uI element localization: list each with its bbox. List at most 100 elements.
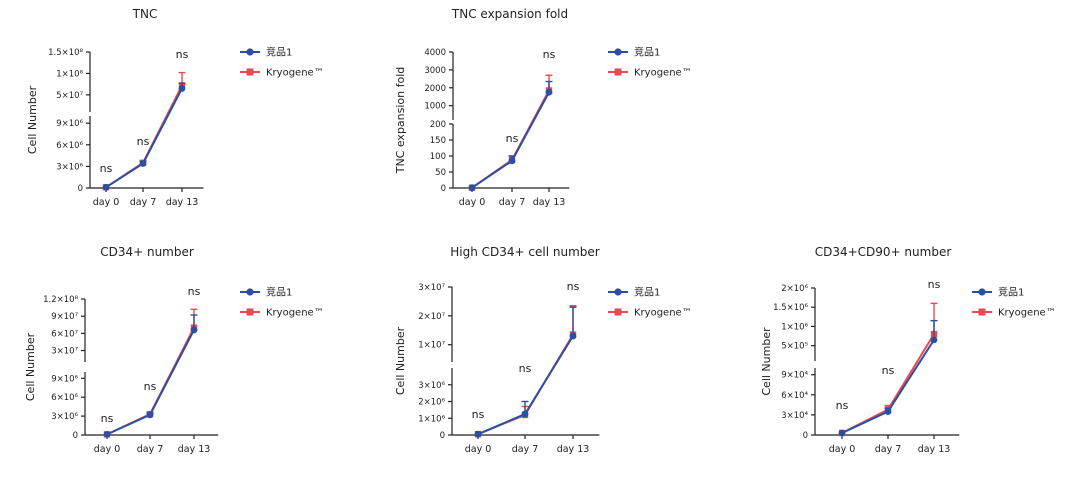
y-tick-label: 200 — [430, 120, 446, 130]
significance-label: ns — [543, 48, 556, 61]
x-tick-label: day 13 — [918, 444, 951, 455]
data-point — [474, 430, 482, 438]
significance-label: ns — [101, 412, 114, 425]
y-tick-label: 3000 — [424, 66, 446, 76]
legend-marker — [614, 68, 622, 76]
significance-label: ns — [472, 408, 485, 421]
legend-label: 竞品1 — [266, 286, 292, 299]
significance-label: ns — [928, 278, 941, 291]
y-tick-label: 3×10⁶ — [56, 162, 83, 172]
y-tick-label: 1000 — [424, 102, 446, 112]
y-tick-label: 2000 — [424, 84, 446, 94]
data-point — [190, 326, 198, 334]
x-tick-label: day 0 — [93, 197, 120, 208]
legend-label: 竞品1 — [266, 46, 292, 59]
legend-label: Kryogene™ — [634, 308, 692, 319]
y-tick-label: 4000 — [424, 48, 446, 58]
legend-marker — [978, 288, 986, 296]
significance-label: ns — [137, 135, 150, 148]
y-tick-label: 9×10⁴ — [781, 371, 808, 381]
y-tick-label: 1.5×10⁸ — [48, 48, 83, 58]
x-tick-label: day 7 — [512, 444, 539, 455]
data-point — [569, 332, 577, 340]
y-tick-label: 0 — [441, 184, 446, 194]
legend-label: Kryogene™ — [266, 308, 324, 319]
y-tick-label: 3×10⁷ — [51, 347, 78, 357]
data-point — [838, 429, 846, 437]
legend-label: 竞品1 — [634, 46, 660, 59]
significance-label: ns — [506, 132, 519, 145]
y-tick-label: 0 — [78, 184, 83, 194]
data-point — [508, 157, 516, 165]
legend-marker — [614, 48, 622, 56]
y-axis-label: TNC expansion fold — [394, 67, 407, 175]
y-tick-label: 1×10⁶ — [418, 414, 445, 424]
significance-label: ns — [188, 285, 201, 298]
y-tick-label: 1.5×10⁶ — [773, 303, 808, 313]
legend-marker — [614, 288, 622, 296]
legend-label: 竞品1 — [634, 286, 660, 299]
legend-marker — [978, 308, 986, 316]
y-tick-label: 5×10⁷ — [56, 91, 83, 101]
y-tick-label: 6×10⁶ — [56, 141, 83, 151]
legend-marker — [246, 308, 254, 316]
y-axis-label: Cell Number — [24, 332, 37, 401]
chart-title: TNC expansion fold — [451, 7, 568, 21]
significance-label: ns — [836, 399, 849, 412]
y-tick-label: 5×10⁵ — [781, 342, 808, 352]
significance-label: ns — [176, 48, 189, 61]
chart-panel-5: CD34+CD90+ number Cell Number 0 3×10⁴ 6×10⁴ 9… — [760, 245, 1056, 455]
x-tick-label: day 0 — [829, 444, 856, 455]
legend-label: Kryogene™ — [998, 308, 1056, 319]
data-point — [468, 184, 476, 192]
y-tick-label: 1×10⁶ — [781, 322, 808, 332]
x-tick-label: day 7 — [137, 444, 164, 455]
x-tick-label: day 13 — [533, 197, 566, 208]
y-axis-label: Cell Number — [26, 85, 39, 154]
x-tick-label: day 7 — [499, 197, 526, 208]
y-tick-label: 3×10⁶ — [418, 381, 445, 391]
x-tick-label: day 0 — [459, 197, 486, 208]
significance-label: ns — [567, 280, 580, 293]
x-tick-label: day 7 — [875, 444, 902, 455]
y-tick-label: 0 — [73, 431, 78, 441]
chart-title: CD34+ number — [100, 245, 194, 259]
data-point — [103, 430, 111, 438]
y-tick-label: 0 — [440, 431, 445, 441]
series-line-kryogene — [841, 333, 935, 434]
chart-panel-1: TNC Cell Number 0 3×10⁶ 6×10⁶ 9×10⁶ 5×10⁷ 1×10⁸… — [26, 7, 324, 208]
legend-marker — [246, 288, 254, 296]
y-tick-label: 50 — [435, 168, 446, 178]
y-tick-label: 1×10⁷ — [418, 341, 445, 351]
significance-label: ns — [882, 364, 895, 377]
series-line-competitor — [477, 335, 574, 436]
y-tick-label: 3×10⁴ — [781, 411, 808, 421]
y-tick-label: 9×10⁷ — [51, 312, 78, 322]
chart-title: TNC — [132, 7, 158, 21]
y-tick-label: 1×10⁸ — [56, 69, 83, 79]
y-tick-label: 0 — [803, 431, 808, 441]
data-point — [884, 408, 892, 415]
y-tick-label: 2×10⁶ — [781, 284, 808, 294]
chart-title: High CD34+ cell number — [450, 245, 600, 259]
x-tick-label: day 7 — [130, 197, 157, 208]
data-point — [521, 410, 529, 418]
y-tick-label: 9×10⁶ — [56, 119, 83, 129]
chart-panel-2: TNC expansion fold TNC expansion fold 0 50 1… — [394, 7, 692, 208]
chart-panel-4: High CD34+ cell number Cell Number 0 1×10⁶ 2… — [394, 245, 692, 455]
x-tick-label: day 13 — [166, 197, 199, 208]
y-tick-label: 6×10⁷ — [51, 329, 78, 339]
significance-label: ns — [144, 380, 157, 393]
chart-panel-3: CD34+ number Cell Number 0 3×10⁶ 6×10⁶ 9×10⁶ 3… — [24, 245, 324, 455]
series-line-competitor — [841, 339, 935, 434]
significance-label: ns — [100, 162, 113, 175]
series-line-kryogene — [477, 334, 574, 436]
chart-title: CD34+CD90+ number — [815, 245, 952, 259]
y-tick-label: 3×10⁷ — [418, 283, 445, 293]
y-tick-label: 2×10⁶ — [418, 398, 445, 408]
data-point — [102, 183, 110, 191]
data-point — [139, 160, 147, 167]
legend-label: Kryogene™ — [634, 68, 692, 79]
legend-label: 竞品1 — [998, 286, 1024, 299]
data-point — [545, 88, 553, 96]
